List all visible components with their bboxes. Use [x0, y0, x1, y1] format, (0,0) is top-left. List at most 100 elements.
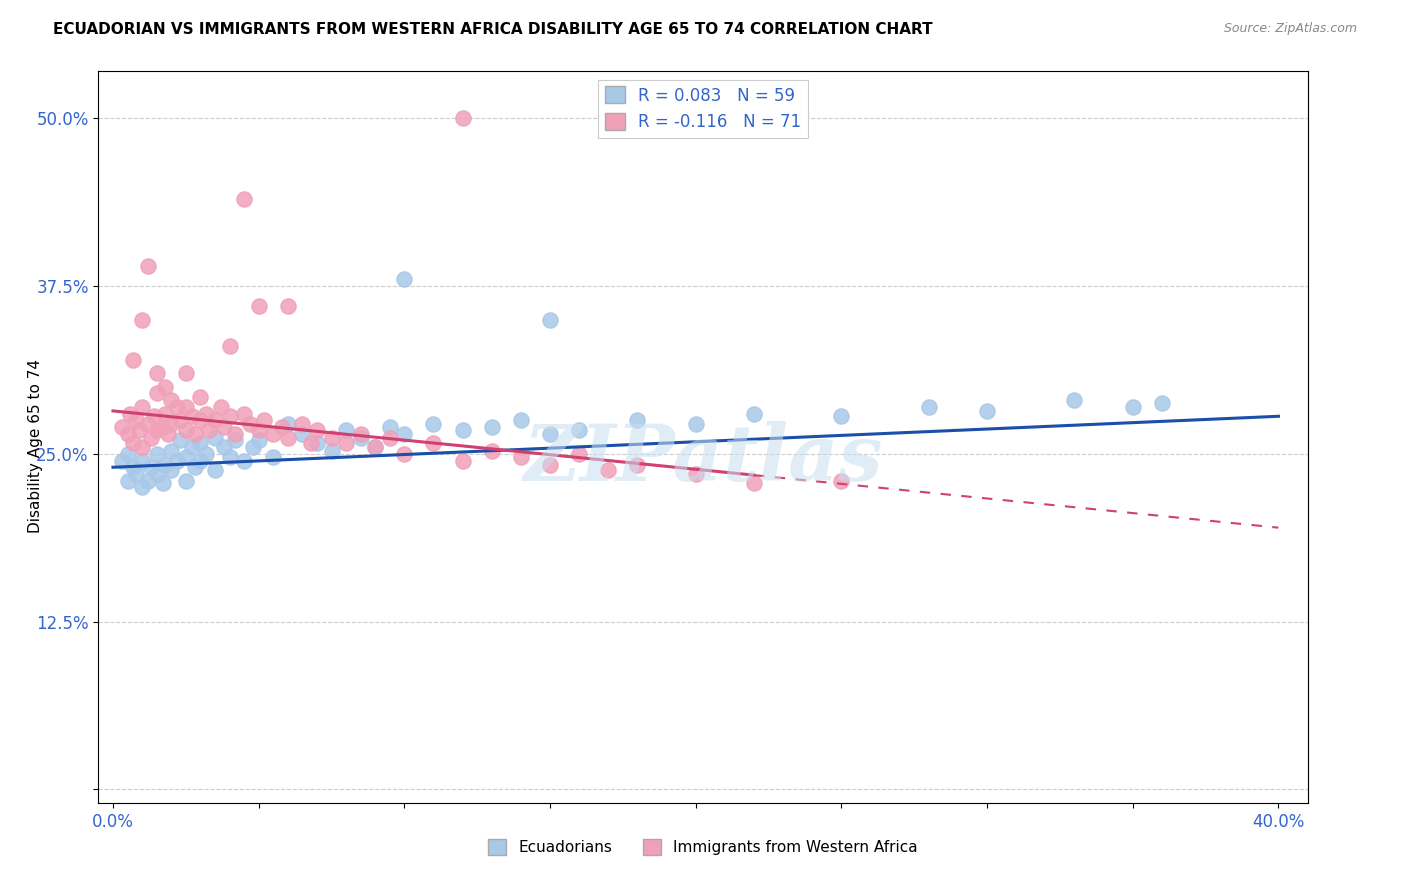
Point	[122, 352, 145, 367]
Point	[190, 453, 212, 467]
Text: Disability Age 65 to 74: Disability Age 65 to 74	[28, 359, 42, 533]
Point	[122, 460, 145, 475]
Point	[538, 426, 561, 441]
Point	[209, 400, 232, 414]
Point	[321, 444, 343, 458]
Point	[160, 463, 183, 477]
Point	[190, 436, 212, 450]
Point	[422, 417, 444, 432]
Point	[174, 450, 197, 464]
Point	[155, 380, 177, 394]
Point	[568, 423, 591, 437]
Point	[1063, 393, 1085, 408]
Point	[305, 423, 328, 437]
Point	[233, 192, 256, 206]
Point	[224, 434, 246, 448]
Point	[180, 409, 202, 424]
Point	[142, 409, 165, 424]
Point	[125, 413, 148, 427]
Point	[169, 413, 191, 427]
Point	[117, 426, 139, 441]
Point	[233, 407, 256, 421]
Point	[350, 426, 373, 441]
Point	[538, 458, 561, 472]
Point	[139, 460, 162, 475]
Point	[166, 400, 188, 414]
Point	[626, 458, 648, 472]
Point	[183, 426, 205, 441]
Point	[277, 299, 299, 313]
Point	[451, 453, 474, 467]
Point	[742, 476, 765, 491]
Point	[131, 440, 153, 454]
Point	[204, 463, 226, 477]
Point	[169, 434, 191, 448]
Point	[742, 407, 765, 421]
Point	[180, 440, 202, 454]
Point	[364, 440, 387, 454]
Text: ECUADORIAN VS IMMIGRANTS FROM WESTERN AFRICA DISABILITY AGE 65 TO 74 CORRELATION: ECUADORIAN VS IMMIGRANTS FROM WESTERN AF…	[53, 22, 934, 37]
Point	[233, 453, 256, 467]
Point	[1150, 396, 1173, 410]
Point	[830, 409, 852, 424]
Point	[271, 420, 294, 434]
Point	[195, 407, 218, 421]
Point	[145, 386, 167, 401]
Point	[291, 426, 314, 441]
Point	[136, 474, 159, 488]
Point	[218, 450, 240, 464]
Point	[299, 436, 322, 450]
Point	[174, 367, 197, 381]
Point	[157, 426, 180, 441]
Point	[152, 420, 174, 434]
Point	[830, 474, 852, 488]
Point	[145, 423, 167, 437]
Point	[160, 417, 183, 432]
Point	[128, 423, 150, 437]
Point	[262, 426, 284, 441]
Point	[131, 453, 153, 467]
Point	[145, 467, 167, 481]
Point	[139, 431, 162, 445]
Point	[111, 453, 134, 467]
Point	[212, 440, 235, 454]
Point	[247, 299, 270, 313]
Point	[626, 413, 648, 427]
Point	[183, 460, 205, 475]
Point	[155, 458, 177, 472]
Point	[174, 400, 197, 414]
Point	[195, 447, 218, 461]
Point	[136, 417, 159, 432]
Point	[378, 431, 401, 445]
Point	[120, 407, 142, 421]
Point	[918, 400, 941, 414]
Point	[481, 420, 503, 434]
Point	[204, 413, 226, 427]
Point	[394, 426, 416, 441]
Point	[212, 420, 235, 434]
Point	[204, 431, 226, 445]
Legend: Ecuadorians, Immigrants from Western Africa: Ecuadorians, Immigrants from Western Afr…	[482, 833, 924, 861]
Point	[335, 423, 357, 437]
Point	[152, 476, 174, 491]
Point	[190, 391, 212, 405]
Point	[160, 444, 183, 458]
Point	[976, 404, 998, 418]
Point	[291, 417, 314, 432]
Point	[131, 312, 153, 326]
Point	[145, 447, 167, 461]
Point	[451, 423, 474, 437]
Point	[509, 450, 531, 464]
Point	[136, 259, 159, 273]
Point	[598, 463, 620, 477]
Point	[155, 407, 177, 421]
Point	[174, 423, 197, 437]
Point	[125, 467, 148, 481]
Point	[568, 447, 591, 461]
Point	[131, 400, 153, 414]
Point	[394, 447, 416, 461]
Point	[247, 434, 270, 448]
Point	[335, 436, 357, 450]
Point	[190, 413, 212, 427]
Point	[277, 417, 299, 432]
